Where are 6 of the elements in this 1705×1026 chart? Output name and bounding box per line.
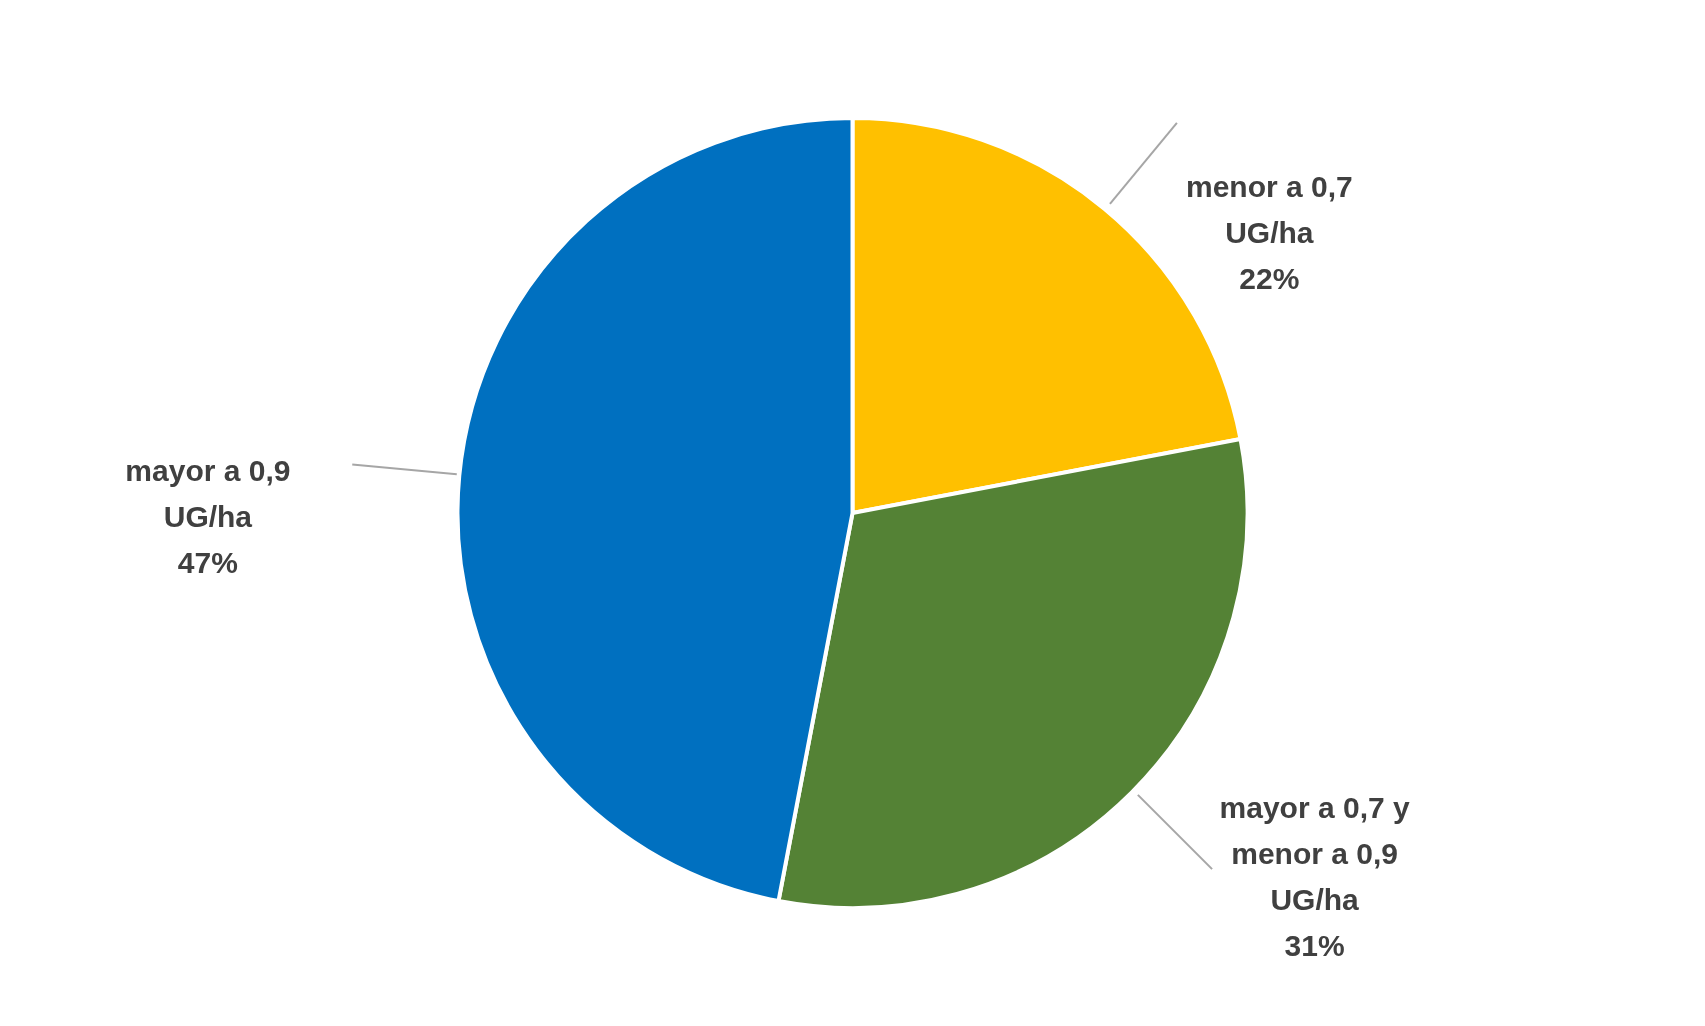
- data-label: 31%: [1284, 928, 1345, 962]
- slice-label: mayor a 0,7 y menor a 0,9 UG/ha: [1219, 790, 1410, 916]
- slice-label: menor a 0,7 UG/ha: [1185, 170, 1353, 250]
- slice-label: mayor a 0,9 UG/ha: [125, 454, 291, 534]
- data-label: 47%: [177, 546, 238, 580]
- data-label: 22%: [1239, 262, 1300, 296]
